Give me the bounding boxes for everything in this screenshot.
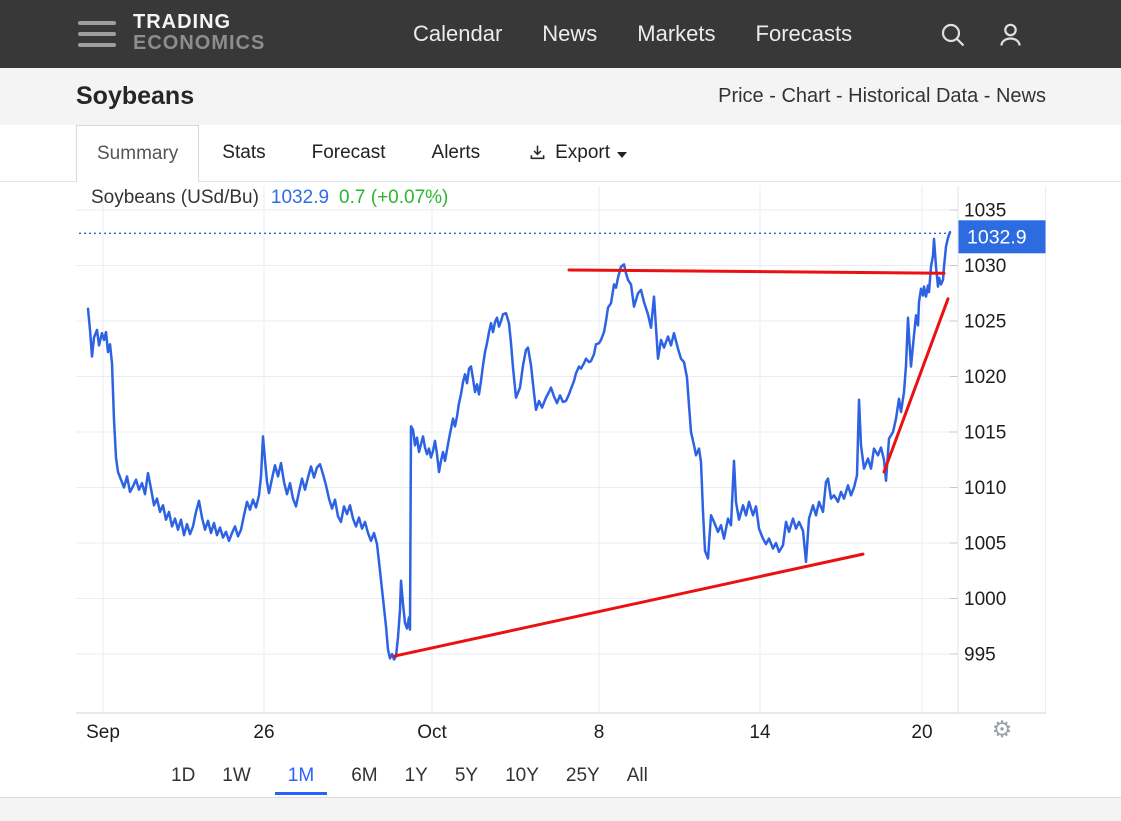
nav-item-markets[interactable]: Markets xyxy=(637,21,716,46)
current-price-badge-label: 1032.9 xyxy=(967,226,1027,248)
export-button[interactable]: Export xyxy=(527,125,628,181)
tab-alerts[interactable]: Alerts xyxy=(431,142,481,163)
page-title: Soybeans xyxy=(76,82,195,110)
x-axis-label: 8 xyxy=(594,722,605,743)
nav-links: Calendar News Markets Forecasts xyxy=(413,0,852,68)
chart-card: Soybeans (USd/Bu) 1032.9 0.7 (+0.07%) 1035… xyxy=(0,182,1121,797)
price-line-series xyxy=(86,230,952,661)
top-nav: TRADING ECONOMICS Calendar News Markets For… xyxy=(0,0,1121,68)
header-links: Price - Chart - Historical Data - News xyxy=(718,68,1046,125)
price-change-label: 0.7 (+0.07%) xyxy=(339,187,449,208)
range-6m[interactable]: 6M xyxy=(351,765,378,786)
user-icon[interactable] xyxy=(997,22,1024,48)
range-all[interactable]: All xyxy=(626,765,648,786)
y-axis-label: 1030 xyxy=(964,256,1006,277)
menu-icon[interactable] xyxy=(78,21,116,47)
last-price-label: 1032.9 xyxy=(270,187,330,208)
trendline-rising-support xyxy=(392,552,865,658)
y-axis-label: 1000 xyxy=(964,589,1006,610)
chart-legend: Soybeans (USd/Bu) 1032.9 0.7 (+0.07%) xyxy=(91,184,448,212)
tab-bar: Summary Stats Forecast Alerts Export xyxy=(0,125,1121,182)
settings-icon[interactable]: ⚙ xyxy=(992,716,1013,742)
trendline-steep-support xyxy=(882,297,950,474)
brand-logo[interactable]: TRADING ECONOMICS xyxy=(133,12,265,54)
link-separator: - xyxy=(978,85,996,107)
range-1y[interactable]: 1Y xyxy=(404,765,428,786)
range-selector: 1D 1W 1M 6M 1Y 5Y 10Y 25Y All xyxy=(168,757,651,795)
header-link-price[interactable]: Price xyxy=(718,85,764,107)
logo-line1: TRADING xyxy=(133,11,232,33)
header-link-news[interactable]: News xyxy=(995,85,1046,107)
x-axis-label: 14 xyxy=(749,722,771,743)
range-5y[interactable]: 5Y xyxy=(454,765,479,786)
footer-strip xyxy=(0,797,1121,821)
logo-line2: ECONOMICS xyxy=(133,32,266,54)
range-1d[interactable]: 1D xyxy=(171,765,196,786)
nav-item-news[interactable]: News xyxy=(542,21,598,46)
tab-summary[interactable]: Summary xyxy=(76,125,200,182)
search-icon[interactable] xyxy=(940,22,967,49)
y-axis-label: 1020 xyxy=(964,367,1006,388)
price-chart[interactable]: 1035 1030 1025 1020 1015 1010 1005 1000 995 Sep 26… xyxy=(76,186,1046,745)
page-header: Soybeans Price - Chart - Historical Data… xyxy=(0,68,1121,125)
caret-down-icon xyxy=(617,151,628,158)
export-label: Export xyxy=(555,142,611,163)
tab-stats[interactable]: Stats xyxy=(222,142,266,163)
nav-item-calendar[interactable]: Calendar xyxy=(413,21,503,46)
link-separator: - xyxy=(830,85,849,107)
y-axis-label: 1025 xyxy=(964,312,1006,333)
range-1w[interactable]: 1W xyxy=(222,765,251,786)
y-axis-label: 1005 xyxy=(964,534,1006,555)
y-axis-label: 1015 xyxy=(964,423,1006,444)
x-axis-label: 20 xyxy=(911,722,932,743)
instrument-label: Soybeans (USd/Bu) xyxy=(91,187,259,208)
download-icon xyxy=(530,145,545,159)
x-axis-label: Oct xyxy=(417,722,447,743)
tabs-list: Summary Stats Forecast Alerts xyxy=(76,125,503,182)
trendline-resistance xyxy=(567,268,946,275)
nav-item-forecasts[interactable]: Forecasts xyxy=(755,21,853,46)
range-25y[interactable]: 25Y xyxy=(565,765,600,786)
x-axis-label: Sep xyxy=(86,722,120,743)
y-axis-label: 1035 xyxy=(964,201,1006,222)
header-link-historical-data[interactable]: Historical Data xyxy=(848,85,979,107)
header-link-chart[interactable]: Chart xyxy=(781,85,831,107)
range-1m[interactable]: 1M xyxy=(274,757,328,795)
tab-forecast[interactable]: Forecast xyxy=(311,142,386,163)
current-price-badge xyxy=(958,220,1046,254)
x-axis-label: 26 xyxy=(253,722,274,743)
range-10y[interactable]: 10Y xyxy=(505,765,539,786)
y-axis-label: 995 xyxy=(964,645,996,666)
link-separator: - xyxy=(763,85,782,107)
y-axis-label: 1010 xyxy=(964,478,1006,499)
